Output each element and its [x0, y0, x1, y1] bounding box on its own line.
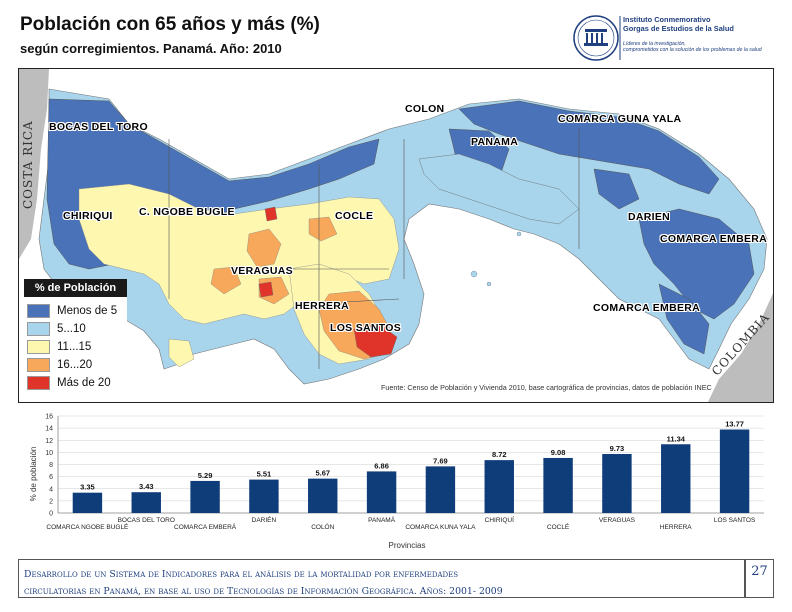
- y-tick-label: 8: [49, 462, 53, 469]
- y-tick-label: 12: [45, 438, 53, 445]
- map-canvas: [19, 69, 773, 402]
- label-los-santos: LOS SANTOS: [330, 322, 402, 334]
- choropleth-map: COSTA RICA COLOMBIA BOCAS DEL TORO COLON…: [18, 68, 774, 403]
- bar-value-label: 5.29: [198, 471, 213, 480]
- y-tick-label: 4: [49, 486, 53, 493]
- page-number: 27: [745, 559, 774, 598]
- bar-chart: 0 2 4 6 8 10 12 14 16 3.35 COMARCA NGOBE BUGLÉ 3.43…: [29, 414, 764, 550]
- source-note: Fuente: Censo de Población y Vivienda 20…: [381, 383, 712, 392]
- label-ngobe-bugle: C. NGOBE BUGLE: [139, 206, 235, 218]
- label-comarca-embera-2: COMARCA EMBERA: [593, 302, 701, 314]
- x-tick-label: VERAGUAS: [599, 517, 636, 524]
- legend-swatch: [27, 322, 50, 336]
- bar-value-label: 3.35: [80, 483, 95, 492]
- map-legend: % de Población Menos de 5 5...10 11...15…: [24, 279, 127, 395]
- bar: [543, 457, 573, 513]
- bar-value-label: 13.77: [725, 420, 744, 429]
- bar: [366, 471, 397, 513]
- bar: [190, 480, 220, 513]
- y-tick-label: 6: [49, 474, 53, 481]
- logo-name: Instituto Conmemorativo Gorgas de Estudi…: [623, 15, 734, 33]
- x-tick-label: CHIRIQUÍ: [485, 515, 514, 524]
- x-tick-label: BOCAS DEL TORO: [118, 517, 175, 524]
- label-bocas-del-toro: BOCAS DEL TORO: [49, 121, 148, 133]
- bar: [249, 479, 279, 513]
- label-veraguas: VERAGUAS: [231, 265, 293, 277]
- costa-rica-label: COSTA RICA: [21, 120, 35, 209]
- legend-swatch: [27, 304, 50, 318]
- x-tick-label: LOS SANTOS: [714, 517, 756, 524]
- y-tick-label: 2: [49, 498, 53, 505]
- institute-logo: [573, 15, 621, 61]
- label-guna-yala: COMARCA GUNA YALA: [558, 113, 682, 125]
- bar: [72, 492, 103, 513]
- bar-value-label: 8.72: [492, 450, 507, 459]
- x-tick-label: COMARCA KUNA YALA: [405, 524, 476, 531]
- bar-value-label: 7.69: [433, 456, 448, 465]
- logo-tagline: Líderes de la investigación, comprometid…: [623, 41, 762, 53]
- label-cocle: COCLE: [335, 210, 374, 222]
- label-comarca-embera-1: COMARCA EMBERA: [660, 233, 768, 245]
- bar-value-label: 5.67: [315, 469, 330, 478]
- page-subtitle: según corregimientos. Panamá. Año: 2010: [20, 41, 282, 56]
- label-panama: PANAMA: [471, 136, 519, 148]
- legend-swatch: [27, 358, 50, 372]
- legend-swatch: [27, 340, 50, 354]
- x-tick-label: COMARCA NGOBE BUGLÉ: [46, 522, 129, 531]
- bar: [425, 466, 456, 513]
- y-tick-label: 10: [45, 450, 53, 457]
- chart-xlabel: Provincias: [389, 541, 426, 550]
- x-tick-label: COCLÉ: [547, 522, 570, 531]
- y-tick-label: 0: [49, 511, 53, 518]
- bar-value-label: 11.34: [667, 434, 686, 443]
- x-tick-label: COMARCA EMBERÁ: [174, 522, 237, 531]
- label-colon: COLON: [405, 103, 445, 115]
- bar: [719, 429, 750, 513]
- bar: [661, 444, 691, 513]
- y-tick-label: 16: [45, 414, 53, 421]
- bar-value-label: 6.86: [374, 461, 389, 470]
- x-tick-label: DARIÉN: [252, 515, 277, 524]
- footer-box: [18, 559, 745, 598]
- bar: [131, 492, 161, 513]
- chart-ylabel: % de población: [29, 447, 38, 502]
- footer-text: Desarrollo de un Sistema de Indicadores …: [24, 569, 503, 597]
- bar-value-label: 9.73: [610, 444, 625, 453]
- bar: [602, 454, 632, 513]
- bar-value-label: 9.08: [551, 448, 566, 457]
- label-herrera: HERRERA: [295, 300, 350, 312]
- legend-swatch: [27, 376, 50, 390]
- label-chiriqui: CHIRIQUI: [63, 210, 113, 222]
- label-darien: DARIEN: [628, 211, 671, 223]
- page-title: Población con 65 años y más (%): [20, 14, 320, 35]
- y-tick-label: 14: [45, 426, 53, 433]
- x-tick-label: PANAMÁ: [368, 515, 396, 524]
- x-tick-label: COLÓN: [311, 522, 334, 531]
- legend-title: % de Población: [24, 279, 127, 297]
- bar: [308, 478, 338, 513]
- bar-value-label: 3.43: [139, 482, 154, 491]
- bar: [484, 460, 514, 513]
- bar-value-label: 5.51: [257, 470, 272, 479]
- x-tick-label: HERRERA: [660, 524, 692, 531]
